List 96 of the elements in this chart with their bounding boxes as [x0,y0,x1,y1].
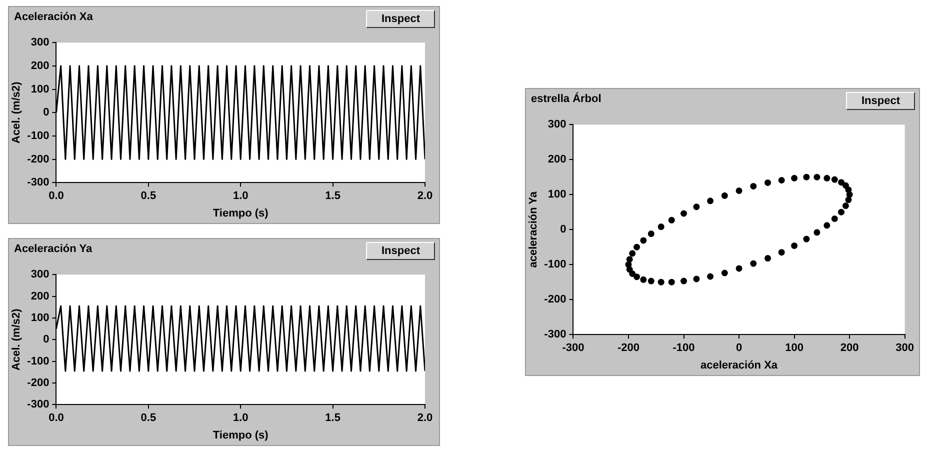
point [814,229,820,236]
point [824,174,830,182]
chart-title: estrella Árbol [531,93,602,105]
y-tick-label: 100 [30,83,50,96]
y-tick-label: -100 [27,355,50,368]
point [778,177,785,184]
point [838,208,845,216]
point [693,276,700,282]
point [658,224,664,230]
point [845,196,852,204]
x-tick-label: -300 [562,342,584,354]
point [648,278,654,284]
point [707,273,714,280]
y-tick-label: -100 [27,130,50,142]
point [736,265,742,272]
point [814,174,820,180]
y-tick-label: -200 [27,376,50,389]
x-tick-label: 1.0 [232,412,248,424]
point [693,204,700,210]
inspect-button: Inspect [366,242,435,260]
point [803,174,810,180]
x-tick-label: 1.0 [232,190,248,202]
point [640,276,647,283]
x-tick-label: 1.5 [325,190,340,202]
x-tick-label: 0.0 [48,190,64,202]
y-tick-label: 300 [30,36,50,49]
y-tick-label: -200 [27,153,50,166]
point [842,202,849,210]
point [750,260,757,267]
x-tick-label: 2.0 [417,412,433,424]
x-tick-label: 200 [840,342,859,354]
point [634,274,640,280]
x-axis-title: Tiempo (s) [212,429,269,442]
point [791,242,798,249]
chart-title: Aceleración Ya [14,243,92,255]
point [634,244,640,250]
y-tick-label: 200 [30,290,50,302]
point [625,261,632,268]
point [640,237,647,244]
x-tick-label: 0 [736,342,742,354]
point [721,270,728,276]
point [736,188,742,194]
x-tick-label: -100 [672,342,695,354]
point [838,179,845,186]
point [668,216,675,224]
inspect-button: Inspect [366,10,435,28]
point [626,256,633,263]
x-axis-title: Tiempo (s) [212,207,269,220]
point [778,249,785,256]
inspect-button: Inspect [846,92,915,110]
point [668,278,675,286]
point [831,216,838,222]
y-tick-label: 300 [30,268,50,281]
y-tick-label: -300 [27,176,50,189]
y-tick-label: -300 [544,328,566,341]
x-tick-label: 1.5 [325,412,340,424]
y-axis-title: Acel. (m/s2) [10,81,23,144]
point [648,230,654,238]
y-tick-label: 0 [560,224,566,236]
point [845,186,852,193]
point [680,210,687,217]
point [629,270,636,277]
y-tick-label: 0 [43,106,50,119]
x-tick-label: 0.0 [48,412,64,424]
y-tick-label: -300 [27,398,50,411]
point [629,250,636,257]
x-axis-title: aceleración Xa [700,359,778,372]
y-tick-label: 200 [30,60,50,72]
point [750,182,757,190]
point [803,236,810,242]
y-tick-label: 200 [548,154,566,166]
x-tick-label: 300 [896,342,914,354]
chart-title: Aceleración Xa [14,11,93,23]
y-tick-label: 100 [30,312,50,324]
point [764,179,772,186]
y-tick-label: 0 [43,334,50,346]
point [824,222,830,229]
point [764,255,772,262]
y-axis-title: Acel. (m/s2) [10,308,23,370]
x-tick-label: -200 [617,342,640,354]
point [842,182,849,189]
y-tick-label: -100 [544,258,566,271]
x-tick-label: 0.5 [140,190,156,202]
x-tick-label: 2.0 [417,190,433,202]
point [791,174,798,182]
x-tick-label: 100 [785,342,804,354]
point [658,278,664,286]
point [831,176,838,183]
y-axis-title: aceleración Ya [528,190,540,268]
point [721,192,728,199]
y-tick-label: 300 [548,118,566,131]
point [626,266,633,273]
point [707,198,714,204]
x-tick-label: 0.5 [140,412,156,424]
y-tick-label: -200 [544,294,566,306]
point [680,278,687,284]
